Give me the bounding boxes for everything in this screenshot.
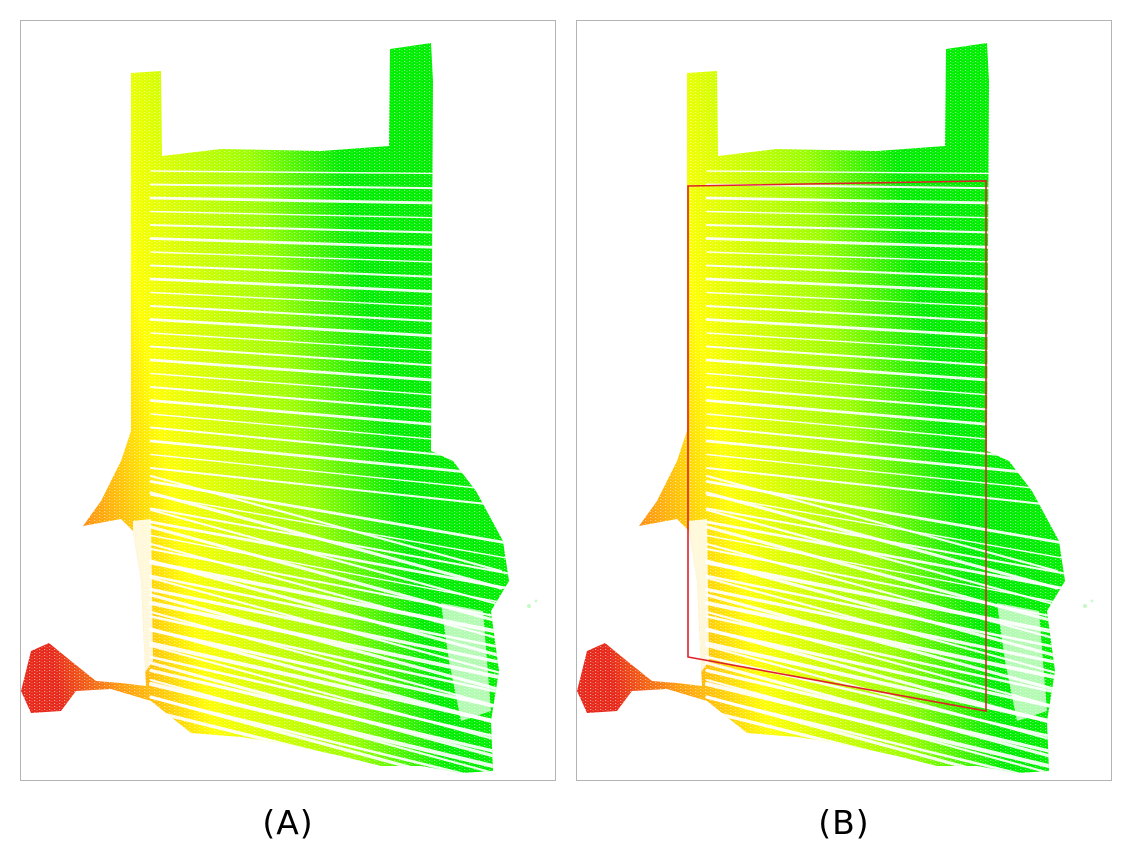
- region-box: [687, 180, 987, 712]
- panel-b: [576, 20, 1112, 781]
- panel-a-caption: (A): [262, 803, 314, 842]
- panel-b-caption: (B): [818, 803, 870, 842]
- point-cloud-image-a: [21, 43, 538, 773]
- point-cloud-image-b: [577, 43, 1094, 773]
- panel-a: [20, 20, 556, 781]
